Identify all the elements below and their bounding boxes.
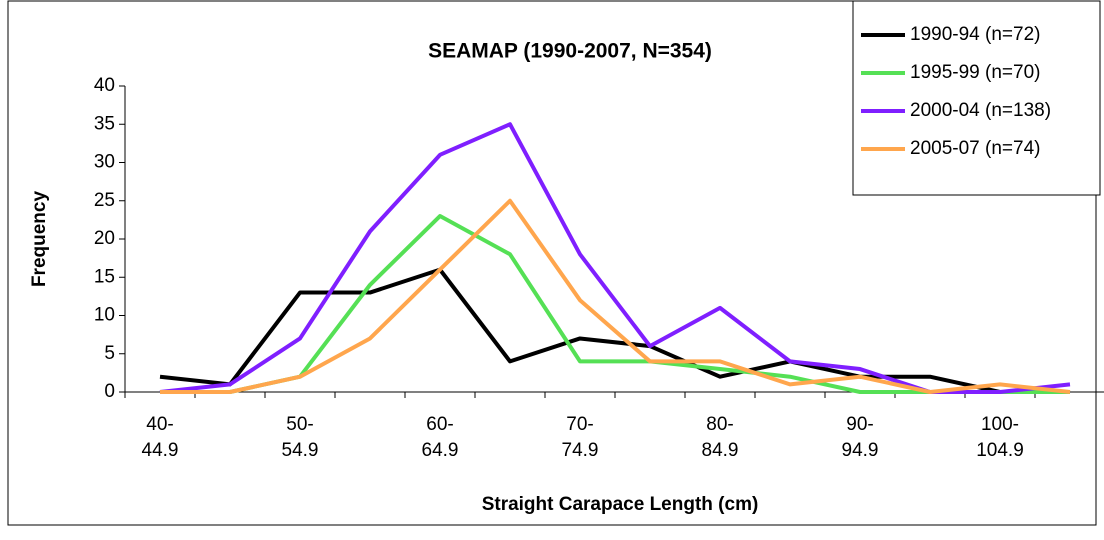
y-tick-label: 20 [94, 228, 115, 249]
line-series [159, 267, 1070, 394]
y-tick-label: 35 [94, 113, 115, 134]
x-tick-label: 90- 94.9 [841, 414, 879, 461]
y-tick-label: 10 [94, 305, 115, 326]
legend-label: 2000-04 (n=138) [910, 100, 1051, 121]
y-tick-label: 0 [104, 381, 115, 402]
x-tick-label: 70- 74.9 [561, 414, 599, 461]
y-axis-title: Frequency [29, 191, 50, 288]
y-tick-label: 15 [94, 266, 115, 287]
y-tick-label: 25 [94, 190, 115, 211]
x-tick-label: 60- 64.9 [421, 414, 459, 461]
x-tick-label: 80- 84.9 [701, 414, 739, 461]
x-tick-label: 50- 54.9 [281, 414, 319, 461]
line-series [160, 214, 1070, 394]
chart-title: SEAMAP (1990-2007, N=354) [428, 40, 712, 63]
x-tick-label: 100- 104.9 [976, 414, 1024, 461]
y-tick-label: 30 [94, 152, 115, 173]
legend-label: 1995-99 (n=70) [910, 62, 1040, 83]
y-tick-label: 5 [104, 343, 115, 364]
line-series [160, 198, 1071, 394]
y-tick-label: 40 [94, 75, 115, 96]
x-tick-label: 40- 44.9 [141, 414, 179, 461]
x-axis-title: Straight Carapace Length (cm) [482, 494, 759, 515]
legend-label: 1990-94 (n=72) [910, 24, 1040, 45]
legend-label: 2005-07 (n=74) [910, 138, 1040, 159]
